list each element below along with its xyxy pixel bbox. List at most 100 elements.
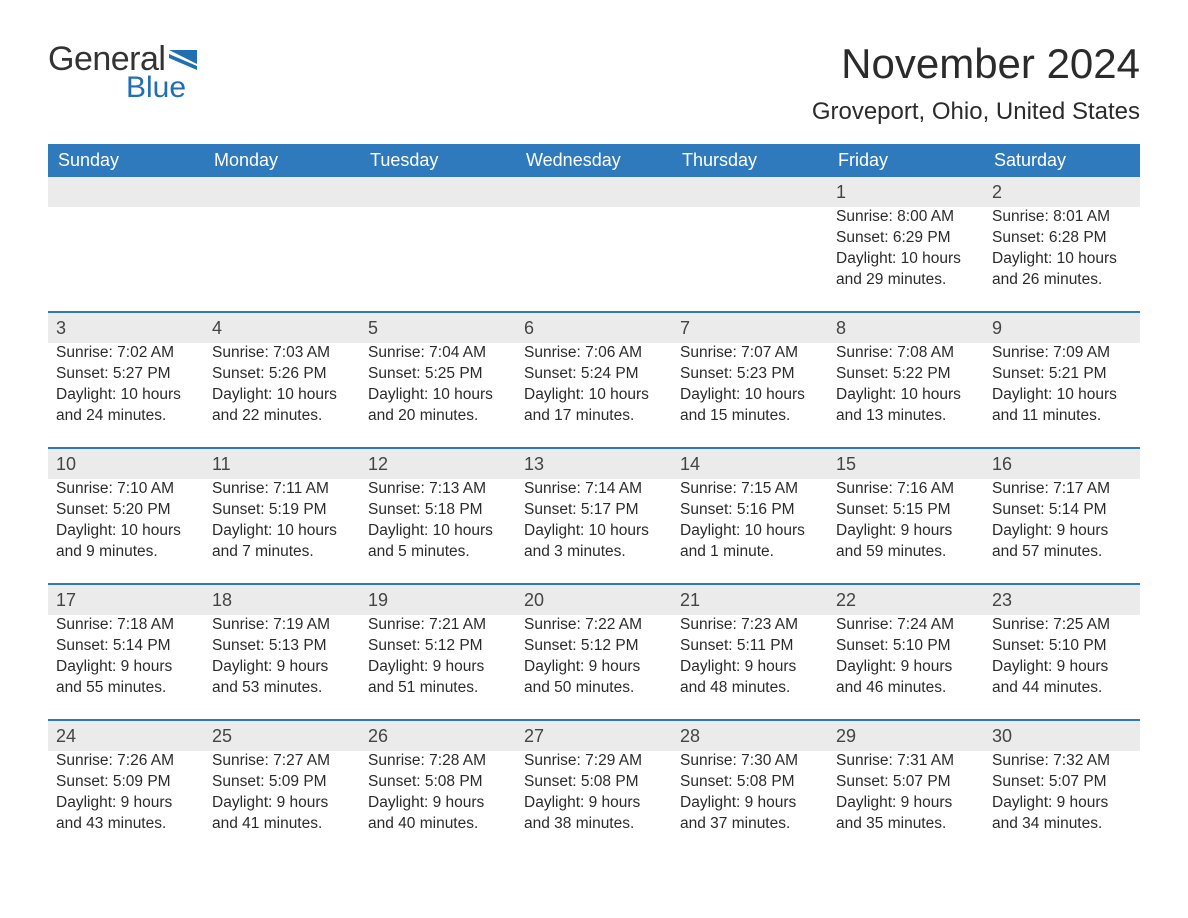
empty-cell [516, 177, 672, 207]
sunset-text: Sunset: 6:29 PM [836, 228, 976, 249]
weekday-header: Wednesday [516, 144, 672, 177]
daylight-text-2: and 5 minutes. [368, 542, 508, 563]
sunset-text: Sunset: 5:15 PM [836, 500, 976, 521]
sunset-text: Sunset: 5:09 PM [56, 772, 196, 793]
daylight-text-2: and 7 minutes. [212, 542, 352, 563]
day-cell: Sunrise: 7:29 AMSunset: 5:08 PMDaylight:… [516, 751, 672, 855]
day-number: 14 [672, 449, 828, 479]
daylight-text-1: Daylight: 9 hours [368, 657, 508, 678]
day-cell: Sunrise: 8:01 AMSunset: 6:28 PMDaylight:… [984, 207, 1140, 312]
day-number: 28 [672, 721, 828, 751]
sunrise-text: Sunrise: 7:27 AM [212, 751, 352, 772]
empty-cell [204, 177, 360, 207]
sunrise-text: Sunrise: 7:22 AM [524, 615, 664, 636]
weekday-header: Friday [828, 144, 984, 177]
day-cell: Sunrise: 7:28 AMSunset: 5:08 PMDaylight:… [360, 751, 516, 855]
day-cell: Sunrise: 7:16 AMSunset: 5:15 PMDaylight:… [828, 479, 984, 584]
daylight-text-2: and 50 minutes. [524, 678, 664, 699]
location-text: Groveport, Ohio, United States [812, 98, 1140, 126]
weekday-header: Thursday [672, 144, 828, 177]
day-cell: Sunrise: 7:25 AMSunset: 5:10 PMDaylight:… [984, 615, 1140, 720]
sunset-text: Sunset: 5:21 PM [992, 364, 1132, 385]
sunrise-text: Sunrise: 7:24 AM [836, 615, 976, 636]
daylight-text-1: Daylight: 10 hours [524, 521, 664, 542]
sunset-text: Sunset: 5:20 PM [56, 500, 196, 521]
sunrise-text: Sunrise: 7:25 AM [992, 615, 1132, 636]
daylight-text-2: and 48 minutes. [680, 678, 820, 699]
sunrise-text: Sunrise: 7:21 AM [368, 615, 508, 636]
day-cell: Sunrise: 7:02 AMSunset: 5:27 PMDaylight:… [48, 343, 204, 448]
day-number: 24 [48, 721, 204, 751]
day-cell: Sunrise: 7:11 AMSunset: 5:19 PMDaylight:… [204, 479, 360, 584]
daylight-text-2: and 34 minutes. [992, 814, 1132, 835]
day-cell: Sunrise: 7:26 AMSunset: 5:09 PMDaylight:… [48, 751, 204, 855]
day-number-row: 10111213141516 [48, 449, 1140, 479]
sunrise-text: Sunrise: 7:03 AM [212, 343, 352, 364]
daylight-text-1: Daylight: 9 hours [992, 521, 1132, 542]
sunrise-text: Sunrise: 7:18 AM [56, 615, 196, 636]
sunset-text: Sunset: 5:17 PM [524, 500, 664, 521]
sunrise-text: Sunrise: 8:00 AM [836, 207, 976, 228]
sunrise-text: Sunrise: 7:15 AM [680, 479, 820, 500]
day-number: 23 [984, 585, 1140, 615]
daylight-text-2: and 51 minutes. [368, 678, 508, 699]
sunrise-text: Sunrise: 7:32 AM [992, 751, 1132, 772]
daylight-text-2: and 57 minutes. [992, 542, 1132, 563]
day-cell: Sunrise: 7:09 AMSunset: 5:21 PMDaylight:… [984, 343, 1140, 448]
sunset-text: Sunset: 5:10 PM [836, 636, 976, 657]
daylight-text-2: and 38 minutes. [524, 814, 664, 835]
daylight-text-1: Daylight: 10 hours [680, 385, 820, 406]
day-cell: Sunrise: 7:24 AMSunset: 5:10 PMDaylight:… [828, 615, 984, 720]
sunset-text: Sunset: 5:25 PM [368, 364, 508, 385]
sunset-text: Sunset: 5:08 PM [368, 772, 508, 793]
daylight-text-1: Daylight: 10 hours [212, 385, 352, 406]
empty-cell [360, 177, 516, 207]
day-cell: Sunrise: 7:31 AMSunset: 5:07 PMDaylight:… [828, 751, 984, 855]
sunrise-text: Sunrise: 7:13 AM [368, 479, 508, 500]
daylight-text-2: and 22 minutes. [212, 406, 352, 427]
daylight-text-1: Daylight: 9 hours [680, 793, 820, 814]
day-cell: Sunrise: 7:21 AMSunset: 5:12 PMDaylight:… [360, 615, 516, 720]
day-cell: Sunrise: 7:10 AMSunset: 5:20 PMDaylight:… [48, 479, 204, 584]
sunrise-text: Sunrise: 7:19 AM [212, 615, 352, 636]
sunset-text: Sunset: 5:08 PM [680, 772, 820, 793]
day-number: 1 [828, 177, 984, 207]
daylight-text-2: and 9 minutes. [56, 542, 196, 563]
sunrise-text: Sunrise: 7:11 AM [212, 479, 352, 500]
day-content-row: Sunrise: 7:02 AMSunset: 5:27 PMDaylight:… [48, 343, 1140, 448]
sunset-text: Sunset: 5:09 PM [212, 772, 352, 793]
day-cell: Sunrise: 8:00 AMSunset: 6:29 PMDaylight:… [828, 207, 984, 312]
day-cell: Sunrise: 7:04 AMSunset: 5:25 PMDaylight:… [360, 343, 516, 448]
day-cell: Sunrise: 7:30 AMSunset: 5:08 PMDaylight:… [672, 751, 828, 855]
daylight-text-1: Daylight: 10 hours [836, 249, 976, 270]
sunrise-text: Sunrise: 7:09 AM [992, 343, 1132, 364]
daylight-text-1: Daylight: 9 hours [836, 657, 976, 678]
daylight-text-2: and 41 minutes. [212, 814, 352, 835]
sunset-text: Sunset: 5:10 PM [992, 636, 1132, 657]
empty-cell [672, 207, 828, 312]
sunset-text: Sunset: 5:07 PM [992, 772, 1132, 793]
day-content-row: Sunrise: 7:26 AMSunset: 5:09 PMDaylight:… [48, 751, 1140, 855]
weekday-header: Tuesday [360, 144, 516, 177]
day-number: 4 [204, 313, 360, 343]
day-number: 27 [516, 721, 672, 751]
sunset-text: Sunset: 5:19 PM [212, 500, 352, 521]
day-number: 18 [204, 585, 360, 615]
daylight-text-1: Daylight: 9 hours [56, 793, 196, 814]
sunset-text: Sunset: 6:28 PM [992, 228, 1132, 249]
day-cell: Sunrise: 7:32 AMSunset: 5:07 PMDaylight:… [984, 751, 1140, 855]
daylight-text-1: Daylight: 9 hours [992, 657, 1132, 678]
daylight-text-1: Daylight: 9 hours [212, 657, 352, 678]
daylight-text-2: and 24 minutes. [56, 406, 196, 427]
sunrise-text: Sunrise: 7:06 AM [524, 343, 664, 364]
day-number: 10 [48, 449, 204, 479]
flag-icon [169, 50, 197, 70]
daylight-text-2: and 13 minutes. [836, 406, 976, 427]
daylight-text-1: Daylight: 10 hours [836, 385, 976, 406]
day-cell: Sunrise: 7:06 AMSunset: 5:24 PMDaylight:… [516, 343, 672, 448]
sunrise-text: Sunrise: 7:07 AM [680, 343, 820, 364]
sunset-text: Sunset: 5:14 PM [56, 636, 196, 657]
day-number: 5 [360, 313, 516, 343]
empty-cell [204, 207, 360, 312]
daylight-text-2: and 44 minutes. [992, 678, 1132, 699]
